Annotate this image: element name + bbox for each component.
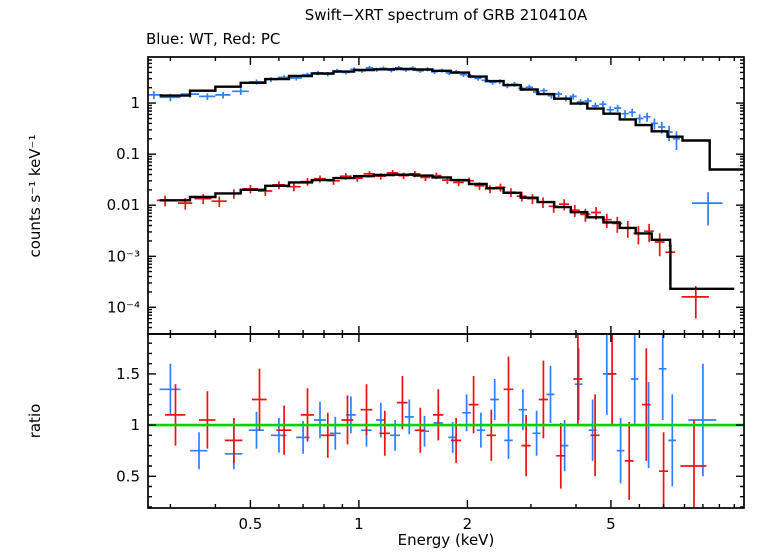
- y-tick-label: 0.01: [107, 196, 140, 214]
- y-tick-label: 10⁻³: [107, 247, 140, 265]
- x-axis-label: Energy (keV): [398, 531, 495, 549]
- y-tick-label: 10⁻⁴: [107, 298, 140, 316]
- x-tick-label: 0.5: [238, 515, 262, 533]
- chart-title: Swift−XRT spectrum of GRB 210410A: [304, 6, 588, 24]
- chart-subtitle: Blue: WT, Red: PC: [146, 30, 281, 48]
- y-tick-label: 1: [130, 94, 140, 112]
- y-tick-label: 1.5: [116, 365, 140, 383]
- x-tick-label: 5: [606, 515, 616, 533]
- y-tick-label: 1: [130, 416, 140, 434]
- y-tick-label: 0.5: [116, 467, 140, 485]
- x-tick-label: 1: [354, 515, 364, 533]
- x-tick-label: 2: [463, 515, 473, 533]
- y-axis-label-ratio: ratio: [26, 404, 44, 439]
- y-tick-label: 0.1: [116, 145, 140, 163]
- y-axis-label-counts: counts s⁻¹ keV⁻¹: [26, 135, 44, 258]
